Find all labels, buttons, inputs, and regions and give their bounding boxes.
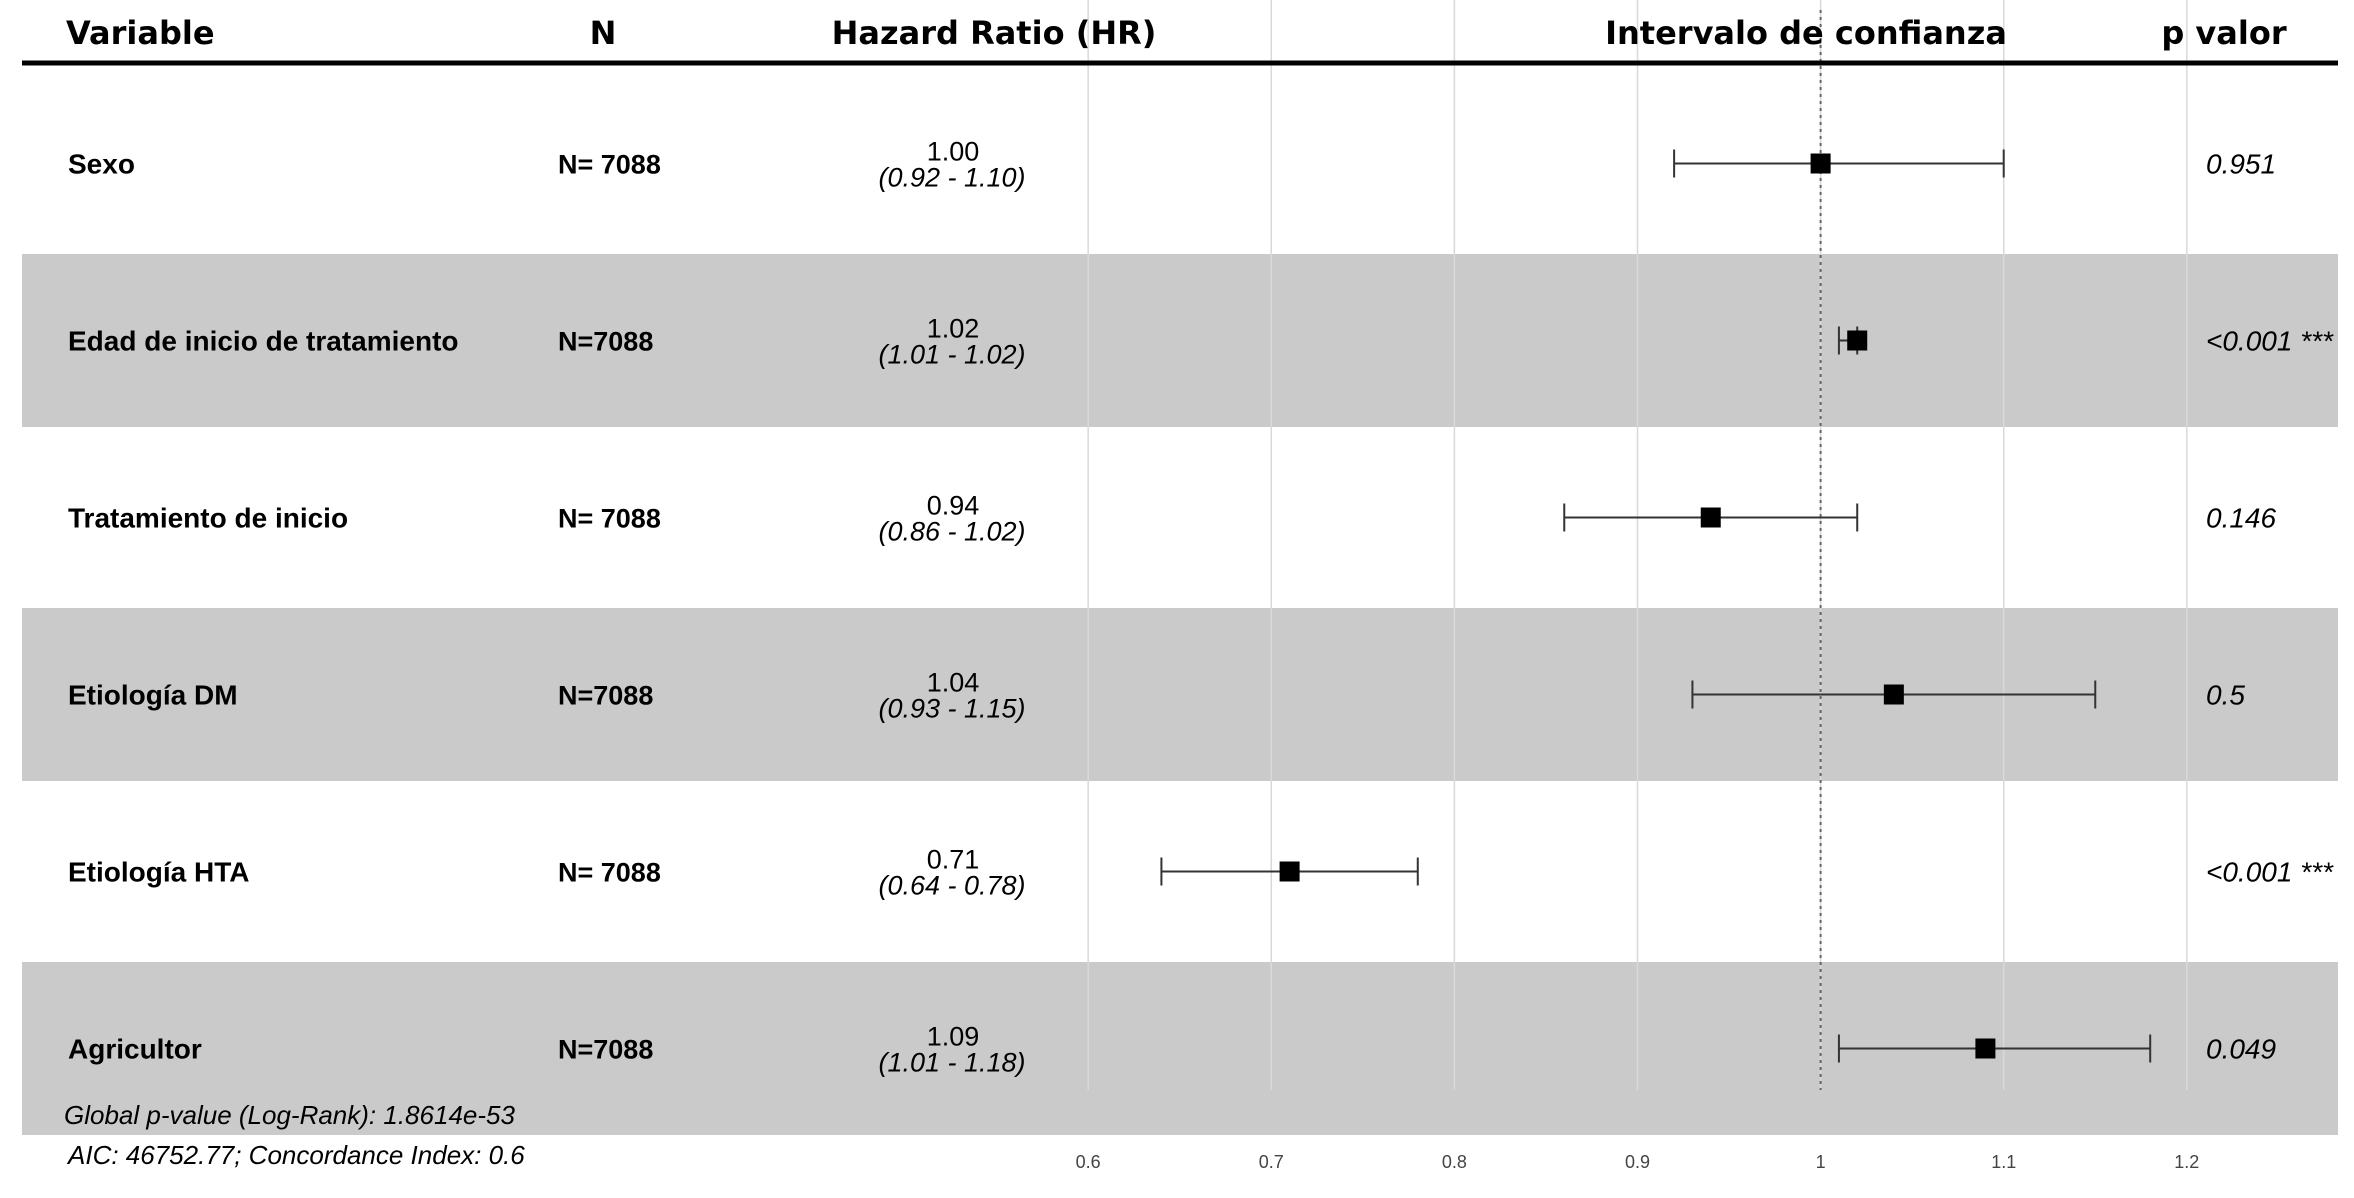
x-axis-ticks: 0.6 0.7 0.8 0.9 1 1.1 1.2 [1076, 1152, 2200, 1172]
x-tick-label: 1.2 [2174, 1152, 2199, 1172]
variable-label: Tratamiento de inicio [68, 503, 348, 534]
n-value: N= 7088 [558, 150, 661, 180]
table-row: Etiología HTA N= 7088 0.71(0.64 - 0.78) <0.… [68, 845, 2334, 901]
variable-label: Etiología DM [68, 680, 238, 711]
table-row: Sexo N= 7088 1.00(0.92 - 1.10) 0.951 [68, 137, 2276, 193]
ci-value: (0.64 - 0.78) [878, 871, 1025, 901]
n-value: N=7088 [558, 327, 653, 357]
row-band [22, 254, 2338, 427]
hr-marker [1975, 1038, 1996, 1059]
variable-label: Agricultor [68, 1034, 202, 1065]
variable-label: Sexo [68, 149, 135, 180]
x-tick-label: 1 [1816, 1152, 1826, 1172]
x-tick-label: 1.1 [1991, 1152, 2016, 1172]
x-tick-label: 0.6 [1076, 1152, 1101, 1172]
hr-value: 0.94 [927, 491, 980, 521]
table-row: Etiología DM N=7088 1.04(0.93 - 1.15) 0.5 [68, 668, 2245, 724]
ci-value: (0.86 - 1.02) [878, 517, 1025, 547]
p-value: 0.146 [2206, 503, 2276, 534]
n-value: N= 7088 [558, 858, 661, 888]
hr-value: 1.02 [927, 314, 980, 344]
hr-marker [1279, 861, 1300, 882]
n-value: N=7088 [558, 1035, 653, 1065]
header-variable: Variable [66, 14, 215, 52]
variable-label: Edad de inicio de tratamiento [68, 326, 459, 357]
p-value: <0.001 *** [2206, 326, 2334, 357]
footer-global-p: Global p-value (Log-Rank): 1.8614e-53 [64, 1100, 515, 1130]
hr-marker [1847, 330, 1868, 351]
ci-value: (0.92 - 1.10) [878, 163, 1025, 193]
n-value: N= 7088 [558, 504, 661, 534]
n-value: N=7088 [558, 681, 653, 711]
header-row: Variable N Hazard Ratio (HR) Intervalo d… [66, 14, 2287, 52]
p-value: 0.951 [2206, 149, 2276, 180]
header-hazard-ratio: Hazard Ratio (HR) [832, 14, 1157, 52]
hr-value: 0.71 [927, 845, 980, 875]
table-row: Edad de inicio de tratamiento N=7088 1.02(… [68, 314, 2334, 370]
header-confidence-interval: Intervalo de confianza [1605, 14, 2007, 52]
table-rows: Sexo N= 7088 1.00(0.92 - 1.10) 0.951 Edad de… [68, 137, 2334, 1078]
x-tick-label: 0.9 [1625, 1152, 1650, 1172]
hr-marker [1700, 507, 1721, 528]
p-value: 0.049 [2206, 1034, 2276, 1065]
header-p-value: p valor [2161, 14, 2286, 52]
ci-value: (1.01 - 1.02) [878, 340, 1025, 370]
variable-label: Etiología HTA [68, 857, 249, 888]
hr-marker [1883, 684, 1904, 705]
p-value: <0.001 *** [2206, 857, 2334, 888]
hr-marker [1810, 153, 1831, 174]
table-row: Agricultor N=7088 1.09(1.01 - 1.18) 0.049 [68, 1022, 2276, 1078]
header-n: N [590, 14, 617, 52]
grid-lines [1087, 0, 2188, 1090]
table-row: Tratamiento de inicio N= 7088 0.94(0.86 - … [68, 491, 2276, 547]
hr-value: 1.09 [927, 1022, 980, 1052]
x-tick-label: 0.8 [1442, 1152, 1467, 1172]
hr-value: 1.04 [927, 668, 980, 698]
ci-value: (1.01 - 1.18) [878, 1048, 1025, 1078]
p-value: 0.5 [2206, 680, 2245, 711]
footer-aic: AIC: 46752.77; Concordance Index: 0.6 [66, 1140, 525, 1170]
ci-value: (0.93 - 1.15) [878, 694, 1025, 724]
x-tick-label: 0.7 [1259, 1152, 1284, 1172]
hr-value: 1.00 [927, 137, 980, 167]
